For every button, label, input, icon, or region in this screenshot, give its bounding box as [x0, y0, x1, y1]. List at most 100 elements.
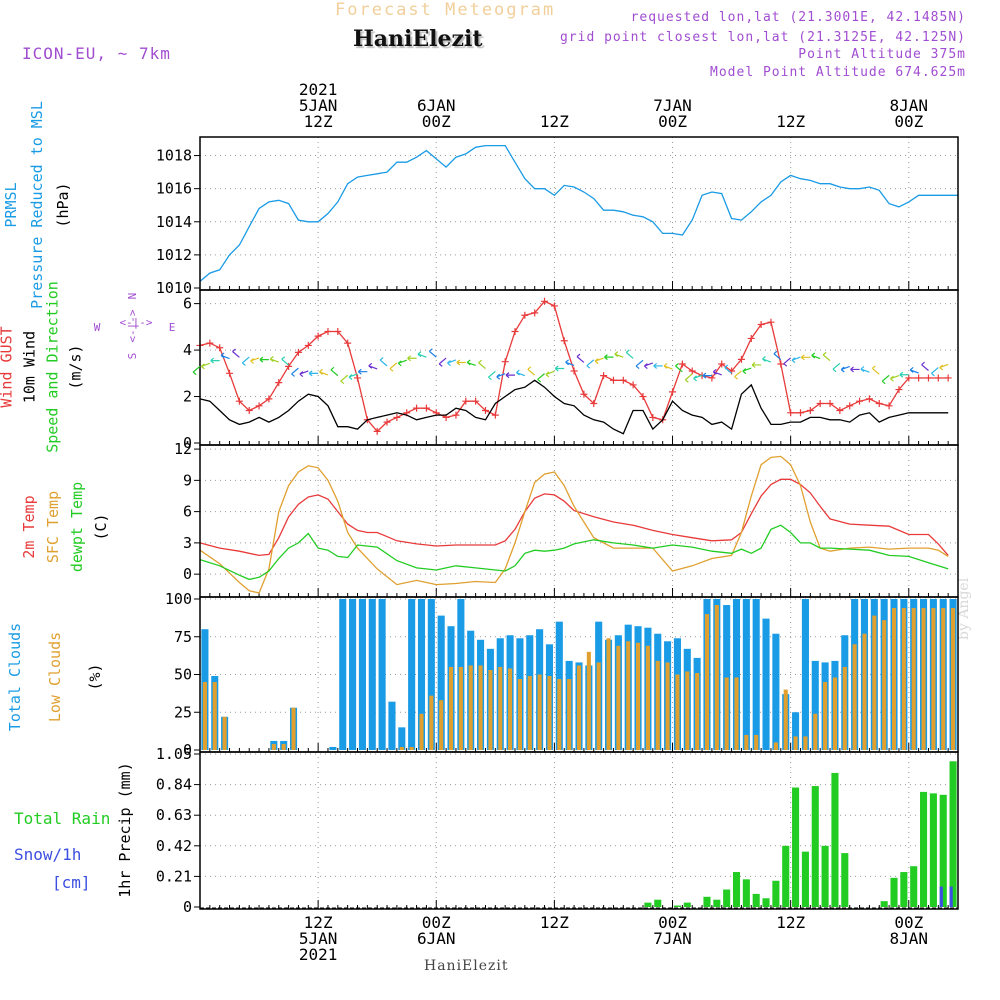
clouds-label: Low Clouds — [46, 632, 64, 722]
cloud-bar-low — [832, 677, 837, 750]
wind-arrow — [397, 359, 407, 367]
y-tick-label: 1014 — [156, 213, 192, 231]
wind-arrow — [850, 366, 860, 373]
y-tick-label: 50 — [174, 666, 192, 684]
temp-label: (C) — [92, 513, 110, 540]
cloud-bar-low — [557, 679, 562, 750]
panel-frame — [199, 444, 959, 598]
gust-point — [816, 400, 824, 408]
y-tick-label: 1016 — [156, 180, 192, 198]
cloud-bar-total — [732, 599, 741, 750]
precip-bar-rain — [654, 899, 662, 907]
cloud-bar-low — [419, 713, 424, 750]
precip-bar-rain — [801, 851, 809, 907]
cloud-bar-total — [388, 701, 396, 750]
cloud-bar-low — [458, 666, 463, 750]
cloud-bar-total — [378, 599, 386, 750]
time-label-top: 5JAN — [299, 96, 338, 115]
gust-point — [856, 397, 864, 405]
gust-point — [895, 386, 903, 394]
y-tick-label: 1.05 — [156, 745, 192, 763]
wind-arrow — [417, 351, 427, 358]
cloud-bar-low — [734, 677, 739, 750]
precip-bar-rain — [762, 898, 770, 907]
gust-point — [334, 327, 342, 335]
wind-arrow — [576, 353, 585, 363]
requested-coords: requested lon,lat (21.3001E, 42.1485N) — [630, 10, 966, 25]
y-tick-label: 25 — [174, 703, 192, 721]
cloud-bar-low — [803, 736, 808, 750]
precip-bar-rain — [831, 772, 839, 907]
wind-arrow — [751, 361, 762, 368]
gust-point — [541, 297, 549, 305]
panel-frame — [199, 751, 959, 910]
wind-arrow — [822, 351, 831, 362]
cloud-bar-total — [762, 618, 770, 750]
temp-label: dewpt Temp — [68, 482, 86, 572]
time-label-bottom: 6JAN — [417, 929, 456, 948]
wind-arrow — [241, 356, 250, 366]
legend-snow-unit: [cm] — [52, 873, 91, 892]
gust-point — [226, 369, 234, 377]
y-tick-label: 3 — [183, 534, 192, 552]
gust-point — [649, 413, 657, 421]
wind-arrow — [516, 369, 526, 377]
cloud-bar-low — [665, 662, 670, 750]
gust-point — [206, 339, 214, 347]
wind-arrow — [800, 354, 811, 361]
cloud-bar-low — [517, 679, 522, 750]
wind-arrow — [899, 371, 909, 378]
cloud-bar-low — [488, 669, 493, 750]
wind-arrow — [663, 362, 673, 370]
cloud-bar-total — [408, 599, 416, 750]
gust-point — [462, 397, 470, 405]
cloud-bar-low — [291, 707, 296, 750]
precip-bar-rain — [920, 791, 928, 907]
cloud-bar-low — [448, 666, 454, 750]
time-label-top: 00Z — [894, 112, 923, 131]
gust-point — [275, 379, 283, 387]
wind-arrow — [319, 368, 329, 376]
temp-label: 2m Temp — [20, 495, 38, 558]
time-label-bottom: 00Z — [894, 913, 923, 932]
wind-arrow — [791, 356, 801, 364]
y-tick-label: 6 — [183, 503, 192, 521]
precip-bar-rain — [703, 896, 711, 907]
cloud-bar-total — [339, 599, 347, 750]
chart-title: Forecast Meteogram — [335, 0, 556, 20]
gust-point — [885, 402, 893, 410]
cloud-bar-low — [202, 682, 207, 750]
y-tick-label: 100 — [165, 590, 192, 608]
cloud-bar-low — [606, 638, 611, 750]
cloud-bar-low — [911, 608, 916, 750]
wind-arrow — [488, 370, 496, 381]
wind-arrow — [783, 357, 792, 367]
gust-point — [777, 360, 785, 368]
wind-label: 10m Wind — [21, 331, 39, 403]
gust-point — [678, 360, 686, 368]
wind-arrow — [832, 362, 841, 373]
precip-bar-rain — [673, 905, 681, 907]
y-tick-label: 0.21 — [156, 867, 192, 885]
y-tick-label: 0.84 — [156, 776, 192, 794]
cloud-bar-total — [427, 599, 435, 750]
wind-arrow — [773, 350, 782, 361]
gust-point — [629, 381, 637, 389]
wind-arrow — [565, 359, 575, 366]
cloud-bar-low — [941, 608, 946, 750]
y-tick-label: 1010 — [156, 279, 192, 297]
cloud-bar-low — [636, 642, 641, 750]
cloud-bar-low — [399, 746, 404, 750]
time-label-top: 8JAN — [890, 96, 929, 115]
y-tick-label: 1012 — [156, 246, 192, 264]
cloud-bar-low — [478, 665, 483, 750]
cloud-bar-total — [398, 727, 406, 750]
gust-point — [570, 367, 578, 375]
cloud-bar-low — [468, 665, 473, 750]
precip-bar-rain — [939, 794, 947, 907]
cloud-bar-low — [714, 605, 719, 750]
time-label-bottom: 12Z — [776, 913, 805, 932]
gust-point — [235, 397, 243, 405]
wind-arrow — [840, 365, 850, 373]
